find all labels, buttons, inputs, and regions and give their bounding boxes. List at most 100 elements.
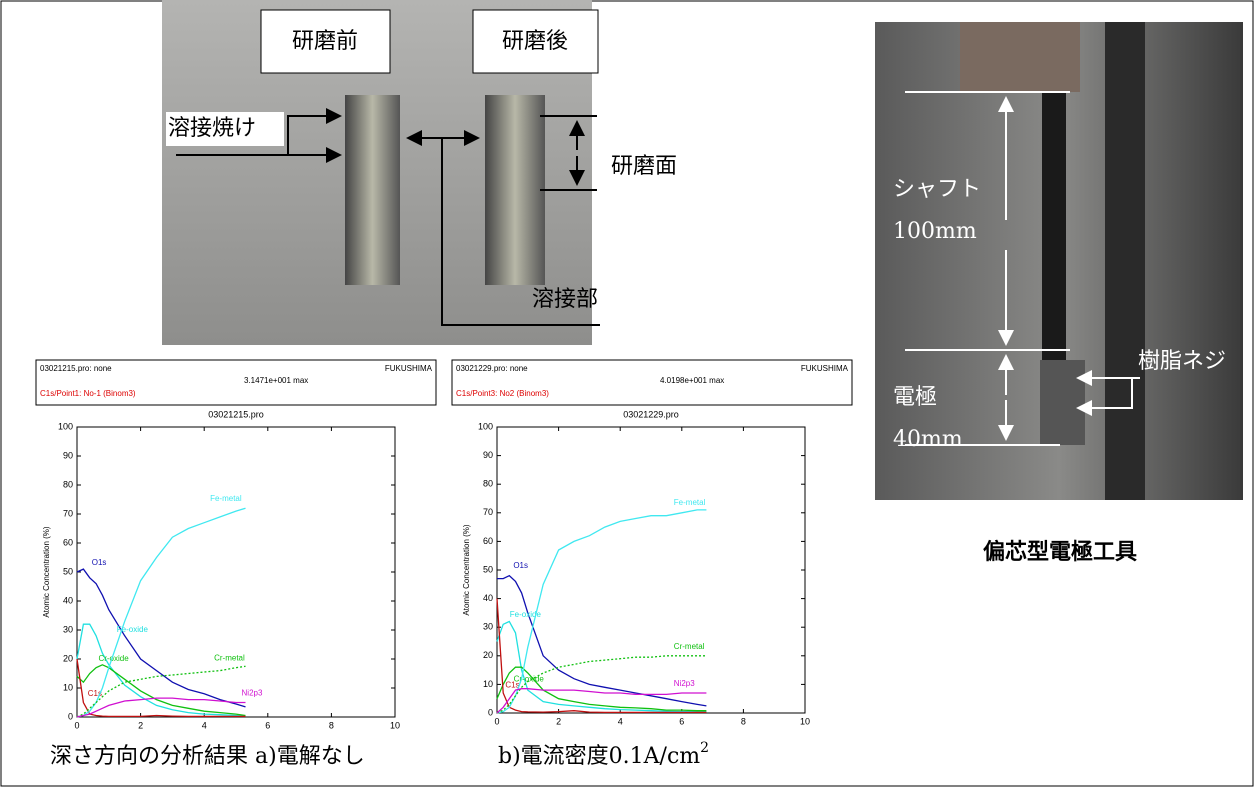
y-tick-label: 30 [63, 624, 73, 634]
dimension-lines [905, 91, 1140, 446]
caption-b-sup: 2 [700, 740, 709, 756]
y-tick-label: 20 [63, 653, 73, 663]
label-burn: 溶接焼け [168, 116, 256, 141]
x-tick-label: 2 [138, 720, 143, 730]
y-tick-label: 50 [483, 564, 493, 574]
series-label: O1s [513, 561, 528, 570]
x-tick-label: 10 [390, 720, 400, 730]
label-bg [606, 150, 698, 184]
header-user: FUKUSHIMA [385, 364, 433, 373]
header-max: 4.0198e+001 max [660, 376, 724, 385]
y-tick-label: 100 [478, 421, 493, 431]
y-tick-label: 40 [63, 595, 73, 605]
series-label: Fe-metal [210, 494, 242, 503]
arrows [176, 108, 600, 326]
caption-b: b)電流密度0.1A/cm2 [498, 740, 709, 769]
sample-before [345, 95, 400, 285]
series-line [497, 574, 707, 707]
header-box [35, 359, 437, 406]
x-tick-label: 2 [556, 716, 561, 726]
plot-area [496, 426, 806, 714]
header-file: 03021215.pro: none [40, 364, 112, 373]
series-line [76, 658, 246, 718]
label-screw: 樹脂ネジ [1138, 349, 1226, 374]
series-label: C1s [505, 680, 519, 689]
plot-area [76, 426, 396, 718]
series-label: Fe-metal [674, 498, 706, 507]
series-line [496, 598, 707, 714]
label-box [260, 9, 391, 74]
x-tick-label: 6 [265, 720, 270, 730]
header-point: C1s/Point1: No-1 (Binom3) [40, 389, 136, 398]
series-label: Cr-oxide [98, 654, 129, 663]
y-tick-label: 60 [483, 536, 493, 546]
series-label: Fe-oxide [510, 610, 542, 619]
series-line [76, 507, 246, 718]
series-label: Ni2p3 [674, 679, 695, 688]
label-box [472, 9, 599, 74]
series-label: Ni2p3 [242, 689, 263, 698]
header-max: 3.1471e+001 max [244, 376, 308, 385]
caption-b-text: b)電流密度0.1A/cm [498, 744, 700, 769]
chart-title: 03021215.pro [208, 409, 264, 419]
header-file: 03021229.pro: none [456, 364, 528, 373]
series-line [496, 509, 707, 714]
shadow [1105, 22, 1145, 500]
series-line [76, 664, 246, 717]
tool-caption: 偏芯型電極工具 [983, 539, 1137, 565]
label-polished: 研磨面 [611, 154, 677, 179]
label-before: 研磨前 [292, 29, 358, 54]
series-label: O1s [92, 558, 107, 567]
x-tick-label: 10 [800, 716, 810, 726]
y-tick-label: 90 [483, 450, 493, 460]
electrode [1040, 360, 1085, 445]
y-tick-label: 10 [483, 679, 493, 689]
label-weld: 溶接部 [532, 287, 598, 312]
y-tick-label: 30 [483, 622, 493, 632]
x-tick-label: 8 [329, 720, 334, 730]
y-tick-label: 20 [483, 650, 493, 660]
y-tick-label: 60 [63, 537, 73, 547]
x-tick-label: 6 [679, 716, 684, 726]
shaft [1042, 92, 1066, 362]
series-line [496, 666, 707, 712]
header-point: C1s/Point3: No2 (Binom3) [456, 389, 549, 398]
series-line [496, 688, 707, 714]
x-tick-label: 4 [618, 716, 623, 726]
y-tick-label: 40 [483, 593, 493, 603]
chuck [960, 22, 1080, 92]
series-label: Cr-metal [674, 642, 705, 651]
y-tick-label: 50 [63, 566, 73, 576]
y-tick-label: 0 [488, 707, 493, 717]
y-tick-label: 80 [63, 479, 73, 489]
series-label: C1s [88, 689, 102, 698]
label-electrode: 電極 [893, 385, 937, 410]
y-tick-label: 70 [483, 507, 493, 517]
series-label: Cr-metal [214, 654, 245, 663]
y-tick-label: 10 [63, 682, 73, 692]
series-line [76, 623, 246, 717]
series-label: Fe-oxide [117, 625, 149, 634]
caption-a: 深さ方向の分析結果 a)電解なし [50, 744, 365, 769]
label-shaft-length: 100mm [893, 219, 977, 244]
y-axis-label: Atomic Concentration (%) [42, 526, 51, 617]
x-tick-label: 0 [494, 716, 499, 726]
x-tick-label: 0 [74, 720, 79, 730]
x-tick-label: 8 [741, 716, 746, 726]
label-after: 研磨後 [502, 29, 568, 54]
y-tick-label: 80 [483, 479, 493, 489]
chart-title: 03021229.pro [623, 409, 679, 419]
x-tick-label: 4 [202, 720, 207, 730]
y-tick-label: 100 [58, 421, 73, 431]
header-user: FUKUSHIMA [801, 364, 849, 373]
label-shaft: シャフト [893, 177, 981, 202]
label-electrode-length: 40mm [893, 427, 963, 452]
y-axis-label: Atomic Concentration (%) [462, 524, 471, 615]
series-label: Cr-oxide [514, 674, 545, 683]
sample-after [485, 95, 545, 285]
y-tick-label: 90 [63, 450, 73, 460]
series-line [76, 568, 246, 708]
label-bg [166, 112, 284, 146]
